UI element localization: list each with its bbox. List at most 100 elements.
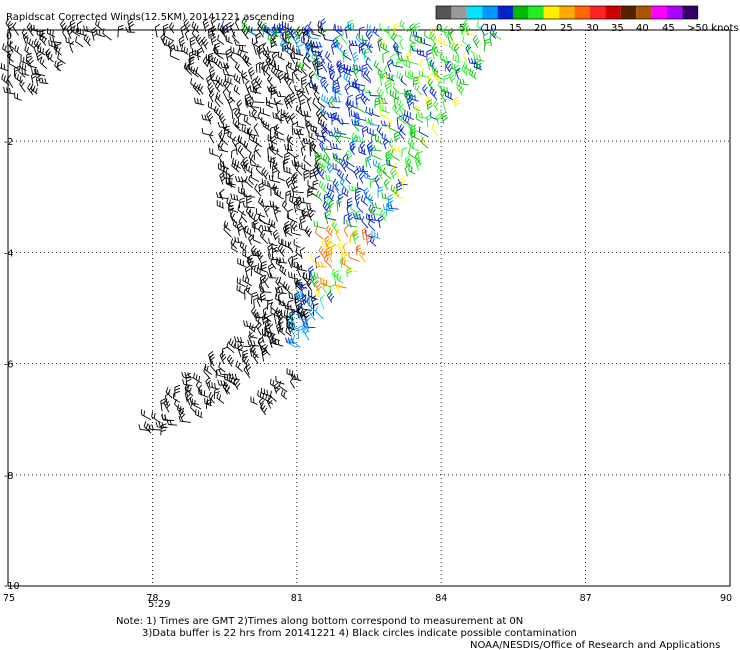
wind-barb: [226, 183, 236, 188]
wind-barb-feather: [201, 127, 204, 134]
wind-barb-feather: [278, 259, 281, 265]
wind-barb: [354, 217, 362, 220]
wind-barb-feather: [426, 117, 433, 121]
wind-barb-feather: [286, 314, 288, 321]
wind-barb-feather: [229, 132, 232, 138]
wind-barb-feather: [327, 157, 330, 164]
wind-barb: [373, 31, 380, 38]
wind-barb-feather: [435, 102, 439, 108]
wind-barb-feather: [396, 181, 402, 185]
wind-barb-feather: [254, 149, 260, 153]
wind-barb-feather: [302, 210, 307, 216]
wind-barb: [224, 73, 235, 77]
wind-barb: [382, 141, 387, 150]
wind-barb: [356, 205, 364, 214]
wind-barb: [287, 342, 297, 348]
wind-barb: [235, 347, 243, 352]
wind-barb-feather: [328, 293, 333, 299]
wind-barb: [320, 80, 324, 88]
wind-barb-feather: [272, 54, 278, 59]
wind-barb: [285, 331, 292, 337]
wind-barb: [361, 230, 365, 241]
wind-barb-feather: [230, 376, 234, 382]
wind-barb: [308, 269, 311, 278]
wind-barb: [374, 99, 376, 109]
wind-barb: [102, 33, 112, 41]
wind-barb-feather: [466, 27, 471, 33]
wind-barb-feather: [208, 351, 214, 355]
wind-barb-feather: [225, 124, 227, 130]
wind-barb-feather: [304, 311, 309, 316]
wind-barb-feather: [222, 122, 225, 129]
wind-barb-feather: [288, 26, 293, 32]
legend-swatch: [482, 6, 498, 19]
wind-barb-feather: [276, 110, 281, 116]
wind-barb: [219, 384, 227, 387]
wind-barb: [270, 205, 280, 209]
wind-barb-feather: [347, 94, 354, 98]
wind-barb: [143, 426, 152, 434]
wind-barb-feather: [299, 196, 302, 203]
wind-barb-feather: [304, 226, 309, 232]
wind-barb-feather: [264, 320, 270, 324]
wind-barb-feather: [189, 53, 195, 57]
wind-barb-feather: [143, 410, 145, 416]
wind-barb-feather: [290, 337, 294, 344]
wind-barb: [262, 46, 269, 56]
wind-barb-feather: [189, 62, 195, 66]
wind-barb: [195, 385, 202, 392]
wind-barb-feather: [264, 205, 269, 210]
wind-barb-feather: [441, 91, 446, 97]
wind-barb-feather: [324, 195, 328, 202]
wind-barb-feather: [432, 35, 437, 41]
wind-barb-feather: [394, 134, 400, 138]
wind-barb-feather: [429, 80, 433, 86]
wind-barb: [369, 219, 380, 222]
wind-barb-feather: [169, 44, 175, 49]
wind-barb: [429, 91, 438, 100]
wind-barb-feather: [458, 85, 463, 91]
wind-barb-feather: [284, 226, 287, 232]
wind-barb-feather: [248, 66, 253, 72]
wind-barb-feather: [275, 70, 279, 76]
wind-barb-feather: [343, 225, 349, 231]
wind-barb: [325, 217, 337, 221]
wind-barb: [12, 26, 19, 36]
wind-barb-feather: [409, 90, 412, 96]
wind-barb: [233, 89, 241, 96]
wind-barb-feather: [332, 143, 335, 149]
wind-barb-feather: [306, 278, 310, 284]
wind-barb: [30, 75, 34, 84]
wind-barb-feather: [308, 230, 312, 236]
legend-swatch: [543, 6, 560, 19]
wind-barb-feather: [37, 45, 39, 51]
wind-barb: [264, 349, 271, 356]
wind-barb: [301, 201, 311, 205]
wind-barb-feather: [27, 59, 29, 66]
wind-barb-feather: [324, 212, 327, 218]
wind-barb-feather: [331, 96, 335, 102]
wind-barb-feather: [208, 29, 214, 34]
wind-barb-feather: [237, 102, 243, 107]
wind-barb-feather: [284, 337, 288, 343]
wind-barb-feather: [352, 24, 355, 30]
wind-barb: [438, 41, 449, 47]
wind-barb-feather: [253, 41, 258, 46]
legend-swatch: [605, 6, 621, 19]
wind-barb-feather: [398, 100, 402, 106]
wind-barb: [333, 28, 343, 36]
wind-barb-feather: [183, 46, 186, 52]
wind-barb-feather: [399, 38, 404, 43]
wind-barb-feather: [293, 224, 297, 230]
wind-barb-feather: [176, 404, 180, 410]
wind-barb-feather: [247, 278, 250, 284]
wind-barb-feather: [264, 324, 271, 328]
wind-barb-feather: [180, 24, 186, 29]
wind-barb-feather: [358, 172, 363, 177]
wind-barb-feather: [278, 325, 282, 331]
wind-barb-feather: [248, 25, 250, 32]
wind-barb: [363, 76, 372, 84]
wind-barb: [226, 202, 233, 208]
wind-barb-feather: [39, 29, 46, 33]
wind-barb: [439, 29, 448, 34]
